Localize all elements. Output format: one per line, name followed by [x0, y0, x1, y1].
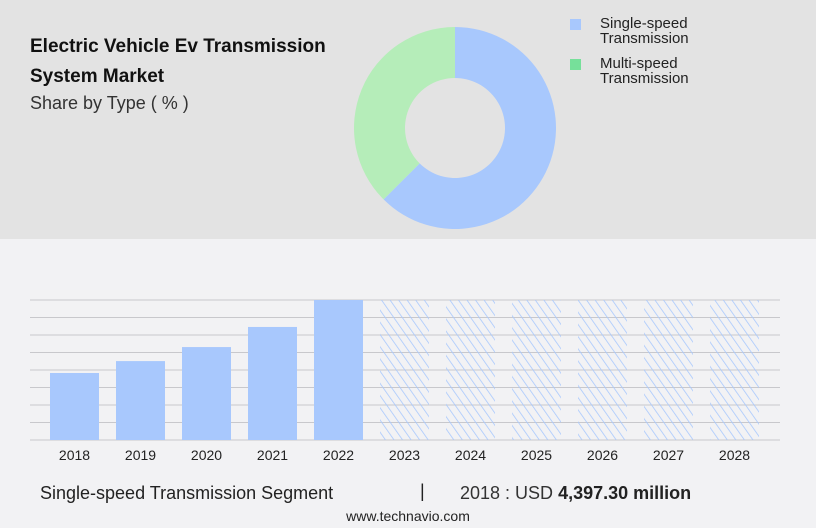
- x-tick-label: 2026: [587, 447, 618, 463]
- bar-2021: [248, 326, 297, 440]
- donut-chart: [353, 27, 556, 229]
- forecast-bar-2028: [710, 300, 759, 440]
- bar-2019: [116, 361, 165, 440]
- bar-2020: [182, 347, 231, 440]
- x-tick-label: 2023: [389, 447, 420, 463]
- page-subtitle: Share by Type ( % ): [30, 93, 189, 113]
- legend-item-multi-speed: Multi-speed Transmission: [570, 56, 710, 86]
- legend-item-single-speed: Single-speed Transmission: [570, 16, 710, 46]
- forecast-bar-2027: [644, 300, 693, 440]
- x-tick-label: 2028: [719, 447, 750, 463]
- forecast-bar-2025: [512, 300, 561, 440]
- separator: |: [420, 481, 425, 501]
- x-tick-label: 2018: [59, 447, 90, 463]
- forecast-bar-2026: [578, 300, 627, 440]
- x-tick-label: 2025: [521, 447, 552, 463]
- legend-label: Single-speed Transmission: [600, 15, 689, 47]
- donut-slice-single-speed: [383, 27, 556, 229]
- donut-slice-multi-speed: [353, 27, 455, 200]
- x-tick-label: 2024: [455, 447, 486, 463]
- segment-label: Single-speed Transmission Segment: [40, 483, 334, 503]
- x-tick-label: 2020: [191, 447, 222, 463]
- x-tick-label: 2021: [257, 447, 288, 463]
- source-url: www.technavio.com: [346, 508, 470, 524]
- legend-swatch: [570, 59, 581, 70]
- value-amount: 4,397.30 million: [558, 483, 692, 503]
- legend: Single-speed Transmission Multi-speed Tr…: [570, 16, 710, 96]
- page-title: Electric Vehicle Ev Transmission System …: [30, 36, 326, 87]
- legend-swatch: [570, 19, 581, 30]
- value-prefix: 2018 : USD: [460, 483, 554, 503]
- segment-value: 2018 : USD 4,397.30 million: [460, 483, 691, 504]
- legend-label: Multi-speed Transmission: [600, 55, 689, 87]
- bar-2018: [50, 373, 99, 440]
- forecast-bar-2024: [446, 300, 495, 440]
- bar-chart: 2018 2019 2020 2021 2022 2023 2024 2025 2026 2027…: [30, 299, 780, 463]
- x-tick-label: 2022: [323, 447, 354, 463]
- x-tick-label: 2019: [125, 447, 156, 463]
- x-tick-label: 2027: [653, 447, 684, 463]
- bar-2022: [314, 300, 363, 440]
- forecast-bar-2023: [380, 300, 429, 440]
